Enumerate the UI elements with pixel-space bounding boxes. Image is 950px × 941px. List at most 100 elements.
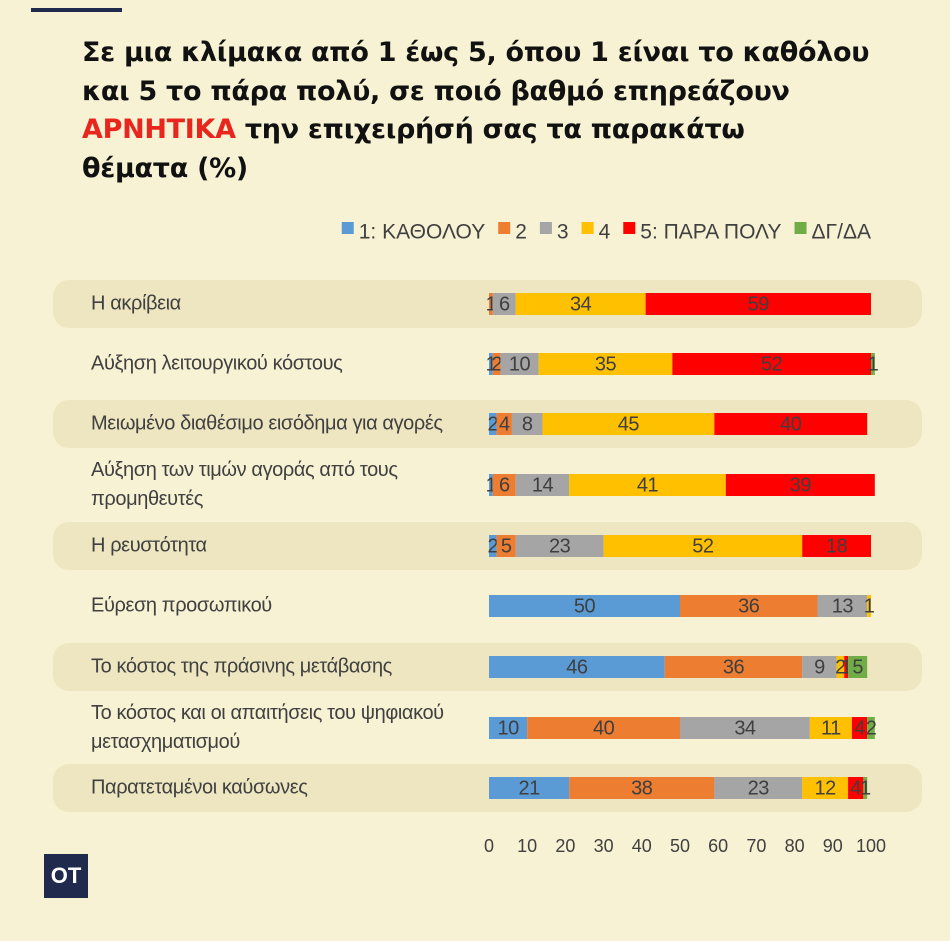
category-label-3: Αύξηση των τιμών αγοράς από τους προμηθευ… — [91, 459, 398, 510]
bar-8-3 — [802, 777, 849, 799]
legend-swatch-1 — [498, 222, 511, 234]
category-label-5: Εύρεση προσωπικού — [91, 594, 272, 616]
data-label-6-0: 46 — [566, 656, 588, 678]
logo: OT — [44, 854, 88, 898]
bar-0-1 — [489, 293, 493, 315]
legend-label-3: 4 — [599, 221, 611, 244]
category-label-4-line-0: Η ρευστότητα — [91, 534, 207, 556]
bar-4-0 — [489, 535, 497, 557]
data-label-8-3: 12 — [815, 777, 837, 799]
legend-item-1: 2 — [498, 221, 527, 244]
data-label-7-2: 34 — [734, 717, 756, 739]
data-label-3-2: 14 — [532, 474, 554, 496]
data-label-7-5: 2 — [866, 717, 877, 739]
legend-item-4: 5: ΠΑΡΑ ΠΟΛΥ — [623, 221, 782, 244]
category-label-7: Το κόστος και οι απαιτήσεις του ψηφιακού… — [91, 702, 444, 753]
data-label-4-2: 23 — [549, 535, 571, 557]
bar-6-1 — [664, 656, 803, 678]
x-tick-label-2: 20 — [555, 836, 575, 856]
legend-label-5: ΔΓ/ΔΑ — [812, 221, 871, 244]
category-label-7-line-1: μετασχηματισμού — [91, 731, 240, 753]
x-tick-label-1: 10 — [517, 836, 537, 856]
data-label-7-3: 11 — [821, 717, 841, 739]
bar-0-2 — [492, 293, 516, 315]
category-label-4: Η ρευστότητα — [91, 534, 207, 556]
data-label-3-0: 1 — [486, 474, 497, 496]
x-tick-label-0: 0 — [484, 836, 494, 856]
bar-7-0 — [489, 717, 528, 739]
row-bands — [53, 280, 922, 812]
category-label-8-line-0: Παρατεταμένοι καύσωνες — [91, 776, 308, 798]
bar-7-2 — [680, 717, 810, 739]
legend-item-2: 3 — [539, 221, 569, 244]
category-label-3-line-0: Αύξηση των τιμών αγοράς από τους — [91, 459, 398, 481]
bar-5-1 — [680, 595, 818, 617]
title-line-3: ΑΡΝΗΤΙΚΑ την επιχειρήσή σας τα παρακάτω — [82, 111, 942, 150]
bar-0-4 — [645, 293, 871, 315]
data-label-1-1: 2 — [491, 353, 502, 375]
legend-swatch-4 — [623, 222, 636, 234]
data-label-0-1: 1 — [486, 293, 497, 315]
bar-4-4 — [802, 535, 871, 557]
data-label-3-3: 41 — [637, 474, 659, 496]
bar-7-3 — [809, 717, 852, 739]
data-label-6-5: 5 — [852, 656, 863, 678]
data-label-6-3: 2 — [835, 656, 846, 678]
bar-4-2 — [515, 535, 604, 557]
data-label-1-3: 35 — [595, 353, 617, 375]
data-label-6-4: 1 — [841, 656, 852, 678]
data-label-1-4: 52 — [761, 353, 783, 375]
legend-swatch-2 — [539, 222, 552, 234]
legend-item-0: 1: ΚΑΘΟΛΟΥ — [341, 221, 485, 244]
data-label-0-3: 34 — [570, 293, 592, 315]
title-line-4: θέματα (%) — [82, 152, 248, 184]
row-band-8 — [53, 764, 922, 812]
bar-6-5 — [848, 656, 868, 678]
bar-6-2 — [802, 656, 837, 678]
data-label-4-0: 2 — [488, 535, 499, 557]
category-label-2: Μειωμένο διαθέσιμο εισόδημα για αγορές — [91, 412, 443, 434]
row-band-0 — [53, 280, 922, 328]
category-label-0: Η ακρίβεια — [91, 292, 181, 314]
bar-3-0 — [489, 474, 493, 496]
bar-4-1 — [496, 535, 516, 557]
legend-label-4: 5: ΠΑΡΑ ΠΟΛΥ — [640, 221, 781, 244]
bar-8-5 — [863, 777, 868, 799]
bar-3-2 — [515, 474, 570, 496]
legend-label-2: 3 — [557, 221, 569, 244]
x-tick-label-4: 40 — [632, 836, 652, 856]
bar-0-3 — [515, 293, 646, 315]
bar-2-4 — [714, 413, 868, 435]
bar-1-0 — [489, 353, 493, 375]
category-label-0-line-0: Η ακρίβεια — [91, 292, 181, 314]
legend-swatch-5 — [794, 222, 807, 234]
category-label-1-line-0: Αύξηση λειτουργικού κόστους — [91, 352, 343, 374]
data-label-4-1: 5 — [501, 535, 512, 557]
data-label-5-0: 50 — [574, 595, 596, 617]
x-tick-label-5: 50 — [670, 836, 690, 856]
bar-8-1 — [569, 777, 715, 799]
data-label-8-1: 38 — [631, 777, 653, 799]
bar-3-3 — [569, 474, 726, 496]
row-band-2 — [53, 400, 922, 448]
chart-title: Σε μια κλίμακα από 1 έως 5, όπου 1 είναι… — [82, 34, 942, 188]
category-label-1: Αύξηση λειτουργικού κόστους — [91, 352, 343, 374]
data-label-7-4: 4 — [854, 717, 865, 739]
data-label-8-0: 21 — [518, 777, 540, 799]
bar-6-3 — [836, 656, 845, 678]
data-label-7-1: 40 — [593, 717, 615, 739]
legend-label-0: 1: ΚΑΘΟΛΟΥ — [359, 221, 485, 244]
data-label-6-2: 9 — [814, 656, 825, 678]
row-band-4 — [53, 522, 922, 570]
data-label-5-1: 36 — [738, 595, 760, 617]
data-label-5-2: 13 — [832, 595, 854, 617]
data-label-2-3: 45 — [618, 413, 640, 435]
bar-1-3 — [538, 353, 673, 375]
bar-1-1 — [492, 353, 501, 375]
data-label-6-1: 36 — [723, 656, 745, 678]
title-line-2: και 5 το πάρα πολύ, σε ποιό βαθμό επηρεά… — [82, 75, 790, 107]
category-label-7-line-0: Το κόστος και οι απαιτήσεις του ψηφιακού — [91, 702, 444, 724]
bar-7-5 — [867, 717, 875, 739]
